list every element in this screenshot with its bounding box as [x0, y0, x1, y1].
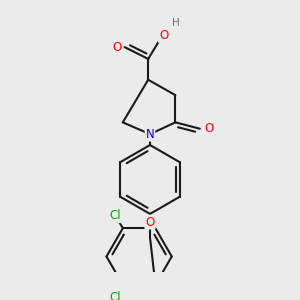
Text: Cl: Cl — [110, 209, 122, 222]
Text: O: O — [113, 40, 122, 54]
Text: H: H — [172, 18, 179, 28]
Text: O: O — [146, 216, 154, 229]
Text: O: O — [204, 122, 214, 135]
Text: O: O — [159, 29, 168, 42]
Text: N: N — [146, 128, 154, 141]
Text: Cl: Cl — [110, 291, 122, 300]
